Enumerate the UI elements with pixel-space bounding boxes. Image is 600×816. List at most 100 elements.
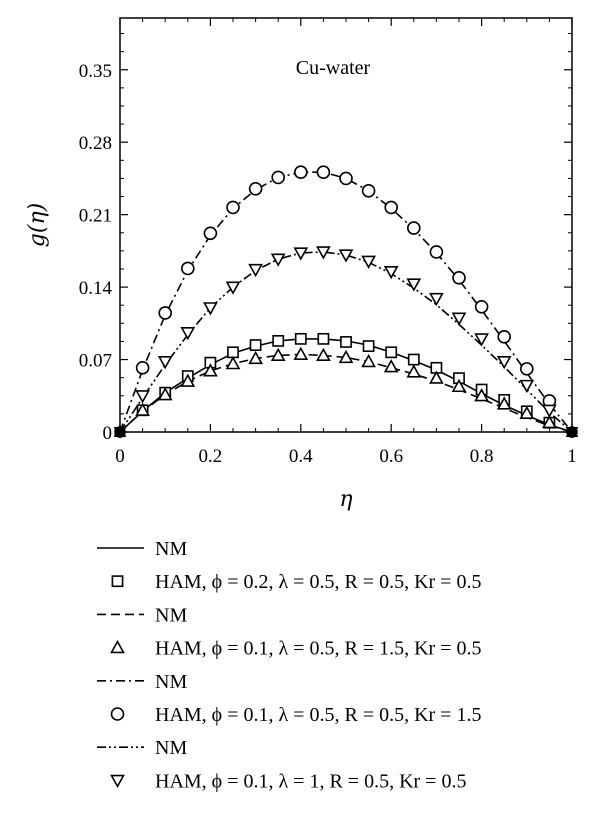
series-8-triangle-down-point [451,312,467,326]
series-6-circle-point [429,245,444,259]
x-tick-label: 0.4 [289,446,313,467]
series-8-triangle-down-point [316,246,331,260]
legend-marker-2 [111,575,124,588]
series-4-triangle-up-point [429,370,444,384]
x-tick-label: 0.2 [199,446,223,467]
series-6-circle-point [181,261,195,276]
series-4-triangle-up-point [451,378,467,393]
axes-layer [119,17,573,433]
series-8-triangle-down-point [157,356,173,370]
series-2-square-point [272,335,285,347]
series-8-triangle-down-point [496,356,512,370]
series-8-triangle-down-point [203,302,218,316]
series-4-triangle-up-point [542,415,557,429]
series-6-circle-point [293,165,308,180]
series-8-triangle-down-point [474,333,489,347]
series-4-triangle-up-point [157,387,173,401]
y-tick-label: 0.28 [79,133,112,154]
series-2-square-point [227,346,239,359]
series-6-circle-point [203,226,218,241]
series-6-circle-point [158,306,172,320]
series-2-square-point [317,332,330,345]
series-4-triangle-up-point [519,405,535,419]
series-8-triangle-down-point [338,249,354,263]
series-6-circle-point [452,270,466,285]
series-4-triangle-up-point [474,388,489,402]
series-8-triangle-down-point [429,292,444,307]
series-6-circle-point [271,170,286,185]
legend-marker-8 [110,774,125,789]
legend-label-2: HAM, ϕ = 0.2, λ = 0.5, R = 0.5, Kr = 0.5 [155,571,481,593]
series-2-square-point [340,336,352,348]
legend-label-6: HAM, ϕ = 0.1, λ = 0.5, R = 0.5, Kr = 1.5 [155,704,481,726]
series-2-square-point [249,339,262,351]
series-4-triangle-up-point [203,363,218,377]
series-4-triangle-up-point [361,353,376,368]
series-8-triangle-down-point [383,265,399,280]
series-4-triangle-up-point [383,359,399,373]
series-4-triangle-up-point [293,346,309,360]
series-6-circle-point [406,221,421,235]
chart-annotation: Cu-water [296,57,371,79]
series-8-triangle-down-point [180,327,196,341]
series-2-square-point [362,340,375,352]
y-axis-title: g(η) [25,203,50,247]
series-8-triangle-down-point [248,263,263,278]
series-6-circle-point [248,181,263,196]
y-tick-label: 0.07 [79,351,112,372]
series-8-triangle-down-point [225,281,241,295]
ticks-layer: 0 0.2 0.4 0.6 0.8 1 0 0.07 0.14 0.21 0.28 0.35 [79,18,577,467]
series-4-triangle-up-point [180,373,196,387]
legend-label-7: NM [155,737,187,759]
series-6-circle-point [226,200,240,215]
legend: NM HAM, ϕ = 0.2, λ = 0.5, R = 0.5, Kr = 0… [97,538,481,792]
series-8-triangle-down-point [293,247,309,261]
y-tick-label: 0.14 [79,278,113,299]
legend-label-3: NM [155,604,187,626]
x-tick-label: 0 [115,446,125,467]
series-6-circle-point [361,184,376,198]
series-6-circle-point [474,299,489,314]
x-tick-label: 0.8 [470,446,494,467]
legend-label-5: NM [155,671,187,693]
series-2-square-point [294,332,307,345]
series-8-triangle-down-point [135,390,150,404]
series-4-triangle-up-point [135,402,150,416]
series-8-triangle-down-point [270,253,286,267]
series-6-circle-point [384,200,399,215]
series-6-circle-point [497,329,512,344]
series-6-circle-point [316,165,331,180]
series-4-triangle-up-point [316,347,331,362]
legend-marker-6 [110,707,125,721]
series-6-circle-point [519,362,534,376]
legend-label-8: HAM, ϕ = 0.1, λ = 1, R = 0.5, Kr = 0.5 [155,770,466,792]
series-8-triangle-down-point [519,379,535,394]
legend-label-1: NM [155,538,187,560]
y-tick-label: 0.21 [79,206,112,227]
x-tick-label: 1 [567,446,577,467]
series-4-triangle-up-point [248,350,263,365]
x-axis-title: η [339,487,352,512]
series-8-triangle-down-point [361,255,376,269]
series-8-triangle-down-point [542,404,557,418]
series-4-triangle-up-point [406,364,422,378]
series-4-triangle-up-point [225,356,241,370]
series-8-triangle-down-point [406,278,422,292]
plot-frame [119,17,573,433]
y-tick-label: 0 [103,423,113,444]
y-tick-label: 0.35 [79,61,112,82]
legend-label-4: HAM, ϕ = 0.1, λ = 0.5, R = 1.5, Kr = 0.5 [155,638,481,660]
series-4-triangle-up-point [496,396,512,410]
series-6-circle-point [135,361,150,375]
x-tick-label: 0.6 [379,446,403,467]
legend-marker-4 [110,639,125,654]
series-line-5 [119,171,573,433]
series-6-circle-point [339,171,353,186]
series-line-7 [119,251,573,433]
series-4-triangle-up-point [338,349,354,364]
series-layer [113,165,579,439]
series-2-square-point [385,346,398,359]
series-4-triangle-up-point [270,347,286,362]
series-2-square-point [407,353,420,366]
